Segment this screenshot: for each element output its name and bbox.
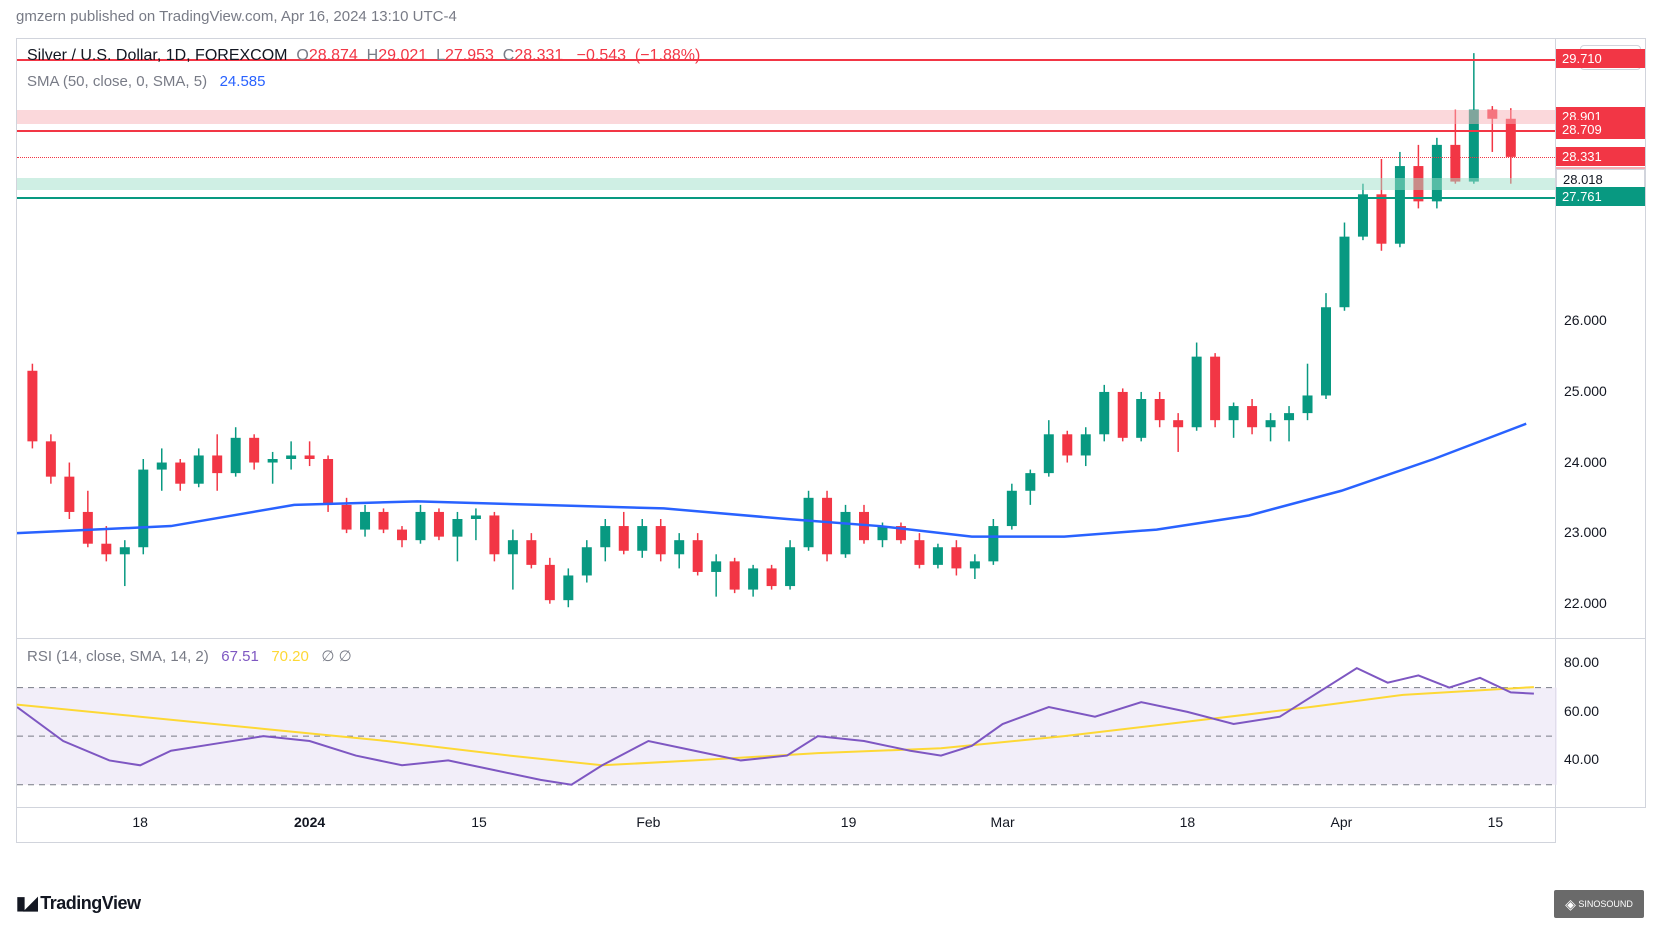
symbol-label: Silver / U.S. Dollar, 1D, FOREXCOM (27, 47, 288, 64)
time-axis-label: 2024 (294, 814, 325, 830)
legend-rsi: RSI (14, close, SMA, 14, 2) 67.51 70.20 … (27, 647, 352, 665)
h-val: 29.021 (378, 47, 427, 64)
rsi-axis[interactable]: 80.00 60.00 40.00 (1556, 638, 1646, 808)
legend-main: Silver / U.S. Dollar, 1D, FOREXCOM O28.8… (27, 47, 700, 65)
legend-sma: SMA (50, close, 0, SMA, 5) 24.585 (27, 73, 265, 90)
price-axis-tag: 27.761 (1556, 187, 1645, 206)
price-axis-label: 24.000 (1564, 454, 1607, 470)
time-axis-label: Feb (636, 814, 660, 830)
price-axis-tag: 28.331 (1556, 147, 1645, 166)
rsi-v1: 67.51 (221, 648, 259, 665)
price-hline (17, 178, 1555, 190)
rsi-pane[interactable]: RSI (14, close, SMA, 14, 2) 67.51 70.20 … (16, 638, 1556, 808)
price-pane[interactable]: Silver / U.S. Dollar, 1D, FOREXCOM O28.8… (16, 38, 1556, 638)
price-axis-label: 23.000 (1564, 524, 1607, 540)
watermark-logo: ◈ SINOSOUND (1554, 890, 1644, 918)
price-axis-label: 22.000 (1564, 595, 1607, 611)
time-axis-label: 19 (841, 814, 857, 830)
price-axis-tag: 28.709 (1556, 120, 1645, 139)
chart-container: Silver / U.S. Dollar, 1D, FOREXCOM O28.8… (16, 38, 1646, 858)
price-axis-label: 25.000 (1564, 383, 1607, 399)
time-axis-label: 15 (1488, 814, 1504, 830)
price-hline (17, 157, 1555, 158)
price-chart-svg (17, 39, 1557, 639)
time-axis-label: 18 (132, 814, 148, 830)
price-hline (17, 110, 1555, 124)
price-axis-label: 26.000 (1564, 312, 1607, 328)
rsi-v2: 70.20 (271, 648, 309, 665)
o-label: O (296, 47, 308, 64)
rsi-axis-label: 60.00 (1564, 703, 1599, 719)
price-axis-tag: 29.710 (1556, 49, 1645, 68)
sma-value: 24.585 (220, 73, 266, 90)
h-label: H (367, 47, 379, 64)
time-axis-label: 18 (1180, 814, 1196, 830)
sma-label: SMA (50, close, 0, SMA, 5) (27, 73, 207, 90)
time-axis-label: 15 (471, 814, 487, 830)
time-axis-label: Apr (1330, 814, 1352, 830)
price-axis[interactable]: USD 26.00025.00024.00023.00022.00029.710… (1556, 38, 1646, 638)
rsi-axis-label: 40.00 (1564, 751, 1599, 767)
pct-val: (−1.88%) (635, 47, 700, 64)
price-hline (17, 197, 1555, 199)
rsi-axis-label: 80.00 (1564, 654, 1599, 670)
time-axis[interactable]: 18 2024 15 Feb 19 Mar 18 Apr 15 (16, 808, 1556, 843)
c-val: 28.331 (514, 47, 563, 64)
o-val: 28.874 (309, 47, 358, 64)
time-axis-label: Mar (991, 814, 1015, 830)
rsi-label: RSI (14, close, SMA, 14, 2) (27, 648, 209, 665)
rsi-extra: ∅ ∅ (321, 648, 351, 665)
l-label: L (436, 47, 445, 64)
l-val: 27.953 (445, 47, 494, 64)
price-hline (17, 130, 1555, 132)
c-label: C (503, 47, 515, 64)
publish-line: gmzern published on TradingView.com, Apr… (16, 8, 457, 25)
tradingview-logo: ▮◢ TradingView (16, 893, 140, 914)
chg-val: −0.543 (577, 47, 626, 64)
